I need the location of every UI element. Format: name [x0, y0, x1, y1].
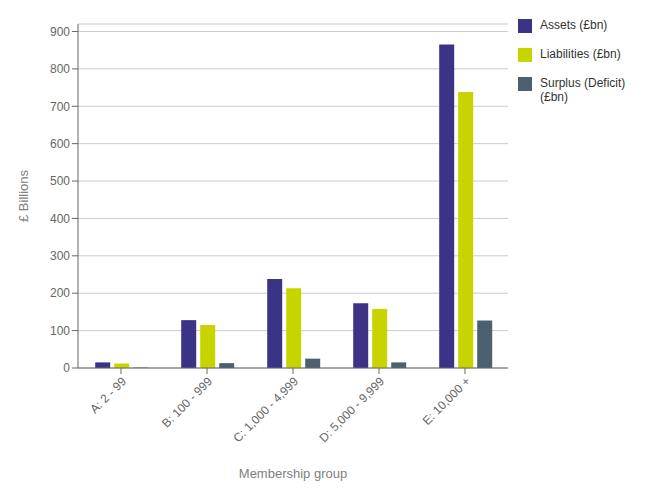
- svg-text:B: 100 - 999: B: 100 - 999: [159, 374, 215, 430]
- svg-text:800: 800: [50, 62, 70, 76]
- svg-text:400: 400: [50, 212, 70, 226]
- html-text:(£bn): (£bn): [540, 90, 568, 104]
- html-text:Assets (£bn): Assets (£bn): [540, 18, 608, 32]
- svg-text:Membership group: Membership group: [239, 466, 347, 481]
- svg-text:C: 1,000 - 4,999: C: 1,000 - 4,999: [230, 374, 301, 445]
- html-text:Liabilities (£bn): Liabilities (£bn): [540, 47, 621, 61]
- svg-text:600: 600: [50, 137, 70, 151]
- svg-text:D: 5,000 - 9,999: D: 5,000 - 9,999: [316, 374, 387, 445]
- svg-text:E: 10,000 +: E: 10,000 +: [420, 374, 474, 428]
- svg-text:100: 100: [50, 324, 70, 338]
- svg-text:300: 300: [50, 249, 70, 263]
- html-text:Surplus (Deficit): Surplus (Deficit): [540, 76, 626, 90]
- svg-text:700: 700: [50, 100, 70, 114]
- svg-text:200: 200: [50, 286, 70, 300]
- svg-text:900: 900: [50, 25, 70, 39]
- svg-text:£ Billions: £ Billions: [16, 169, 31, 222]
- svg-text:0: 0: [63, 361, 70, 375]
- svg-text:A: 2 - 99: A: 2 - 99: [87, 374, 129, 416]
- svg-text:500: 500: [50, 174, 70, 188]
